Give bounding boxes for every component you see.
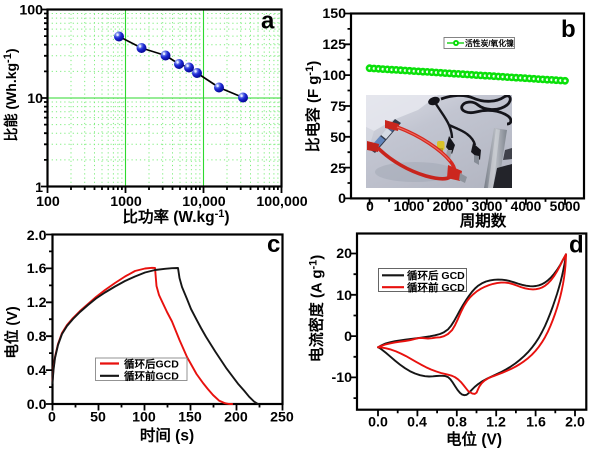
svg-text:时间 (s): 时间 (s) <box>140 426 194 445</box>
svg-text:10: 10 <box>27 91 43 107</box>
svg-text:4000: 4000 <box>511 199 542 214</box>
svg-text:循环前 GCD: 循环前 GCD <box>407 281 465 294</box>
svg-text:循环后GCD: 循环后GCD <box>124 357 179 370</box>
svg-text:b: b <box>561 16 576 43</box>
svg-text:c: c <box>267 231 280 258</box>
svg-text:0.0: 0.0 <box>368 415 388 431</box>
svg-text:50: 50 <box>330 130 346 146</box>
svg-text:0.8: 0.8 <box>27 329 47 345</box>
svg-text:1.6: 1.6 <box>526 415 546 431</box>
svg-text:1: 1 <box>35 180 43 196</box>
svg-text:2.0: 2.0 <box>27 228 47 244</box>
svg-text:100,000: 100,000 <box>256 194 307 210</box>
svg-text:150: 150 <box>178 410 202 426</box>
svg-text:周期数: 周期数 <box>460 211 507 230</box>
svg-text:5000: 5000 <box>550 199 581 214</box>
svg-text:活性炭/氧化镍: 活性炭/氧化镍 <box>465 38 514 48</box>
svg-text:25: 25 <box>330 161 346 177</box>
svg-text:1000: 1000 <box>110 194 142 210</box>
svg-text:-10: -10 <box>331 370 352 386</box>
svg-text:100: 100 <box>322 68 346 84</box>
svg-text:1.6: 1.6 <box>27 261 47 277</box>
svg-text:0.0: 0.0 <box>27 397 47 413</box>
svg-text:电流密度 (A g-1): 电流密度 (A g-1) <box>308 255 326 363</box>
svg-text:125: 125 <box>322 37 346 53</box>
svg-text:100: 100 <box>19 3 43 19</box>
svg-text:循环后 GCD: 循环后 GCD <box>407 269 465 282</box>
svg-text:电位 (V): 电位 (V) <box>3 306 21 359</box>
svg-text:比电容 (F g-1): 比电容 (F g-1) <box>304 61 322 152</box>
svg-text:0: 0 <box>48 410 56 426</box>
svg-text:10,000: 10,000 <box>182 194 226 210</box>
svg-text:比功率 (W.kg-1): 比功率 (W.kg-1) <box>122 207 229 226</box>
svg-text:20: 20 <box>336 246 352 262</box>
svg-text:0: 0 <box>344 329 352 345</box>
svg-text:1.2: 1.2 <box>27 295 47 311</box>
svg-text:d: d <box>569 232 584 259</box>
svg-text:a: a <box>261 8 275 35</box>
svg-text:10: 10 <box>336 288 352 304</box>
svg-text:2.0: 2.0 <box>565 415 585 431</box>
svg-text:电位 (V): 电位 (V) <box>446 430 502 449</box>
svg-text:1.2: 1.2 <box>486 415 506 431</box>
svg-text:100: 100 <box>36 194 60 210</box>
svg-text:0.4: 0.4 <box>407 415 427 431</box>
svg-text:50: 50 <box>90 410 106 426</box>
svg-text:0.4: 0.4 <box>27 363 47 379</box>
svg-text:3000: 3000 <box>472 199 503 214</box>
svg-text:0.8: 0.8 <box>447 415 467 431</box>
svg-text:100: 100 <box>132 410 156 426</box>
svg-text:1000: 1000 <box>394 199 425 214</box>
svg-text:0: 0 <box>338 191 346 207</box>
svg-text:0: 0 <box>366 199 374 214</box>
svg-text:150: 150 <box>322 6 346 22</box>
svg-text:250: 250 <box>270 410 294 426</box>
svg-text:比能 (Wh.kg-1): 比能 (Wh.kg-1) <box>2 49 19 142</box>
svg-text:75: 75 <box>330 99 346 115</box>
svg-text:2000: 2000 <box>433 199 464 214</box>
svg-text:200: 200 <box>224 410 248 426</box>
svg-text:循环前GCD: 循环前GCD <box>124 370 179 383</box>
